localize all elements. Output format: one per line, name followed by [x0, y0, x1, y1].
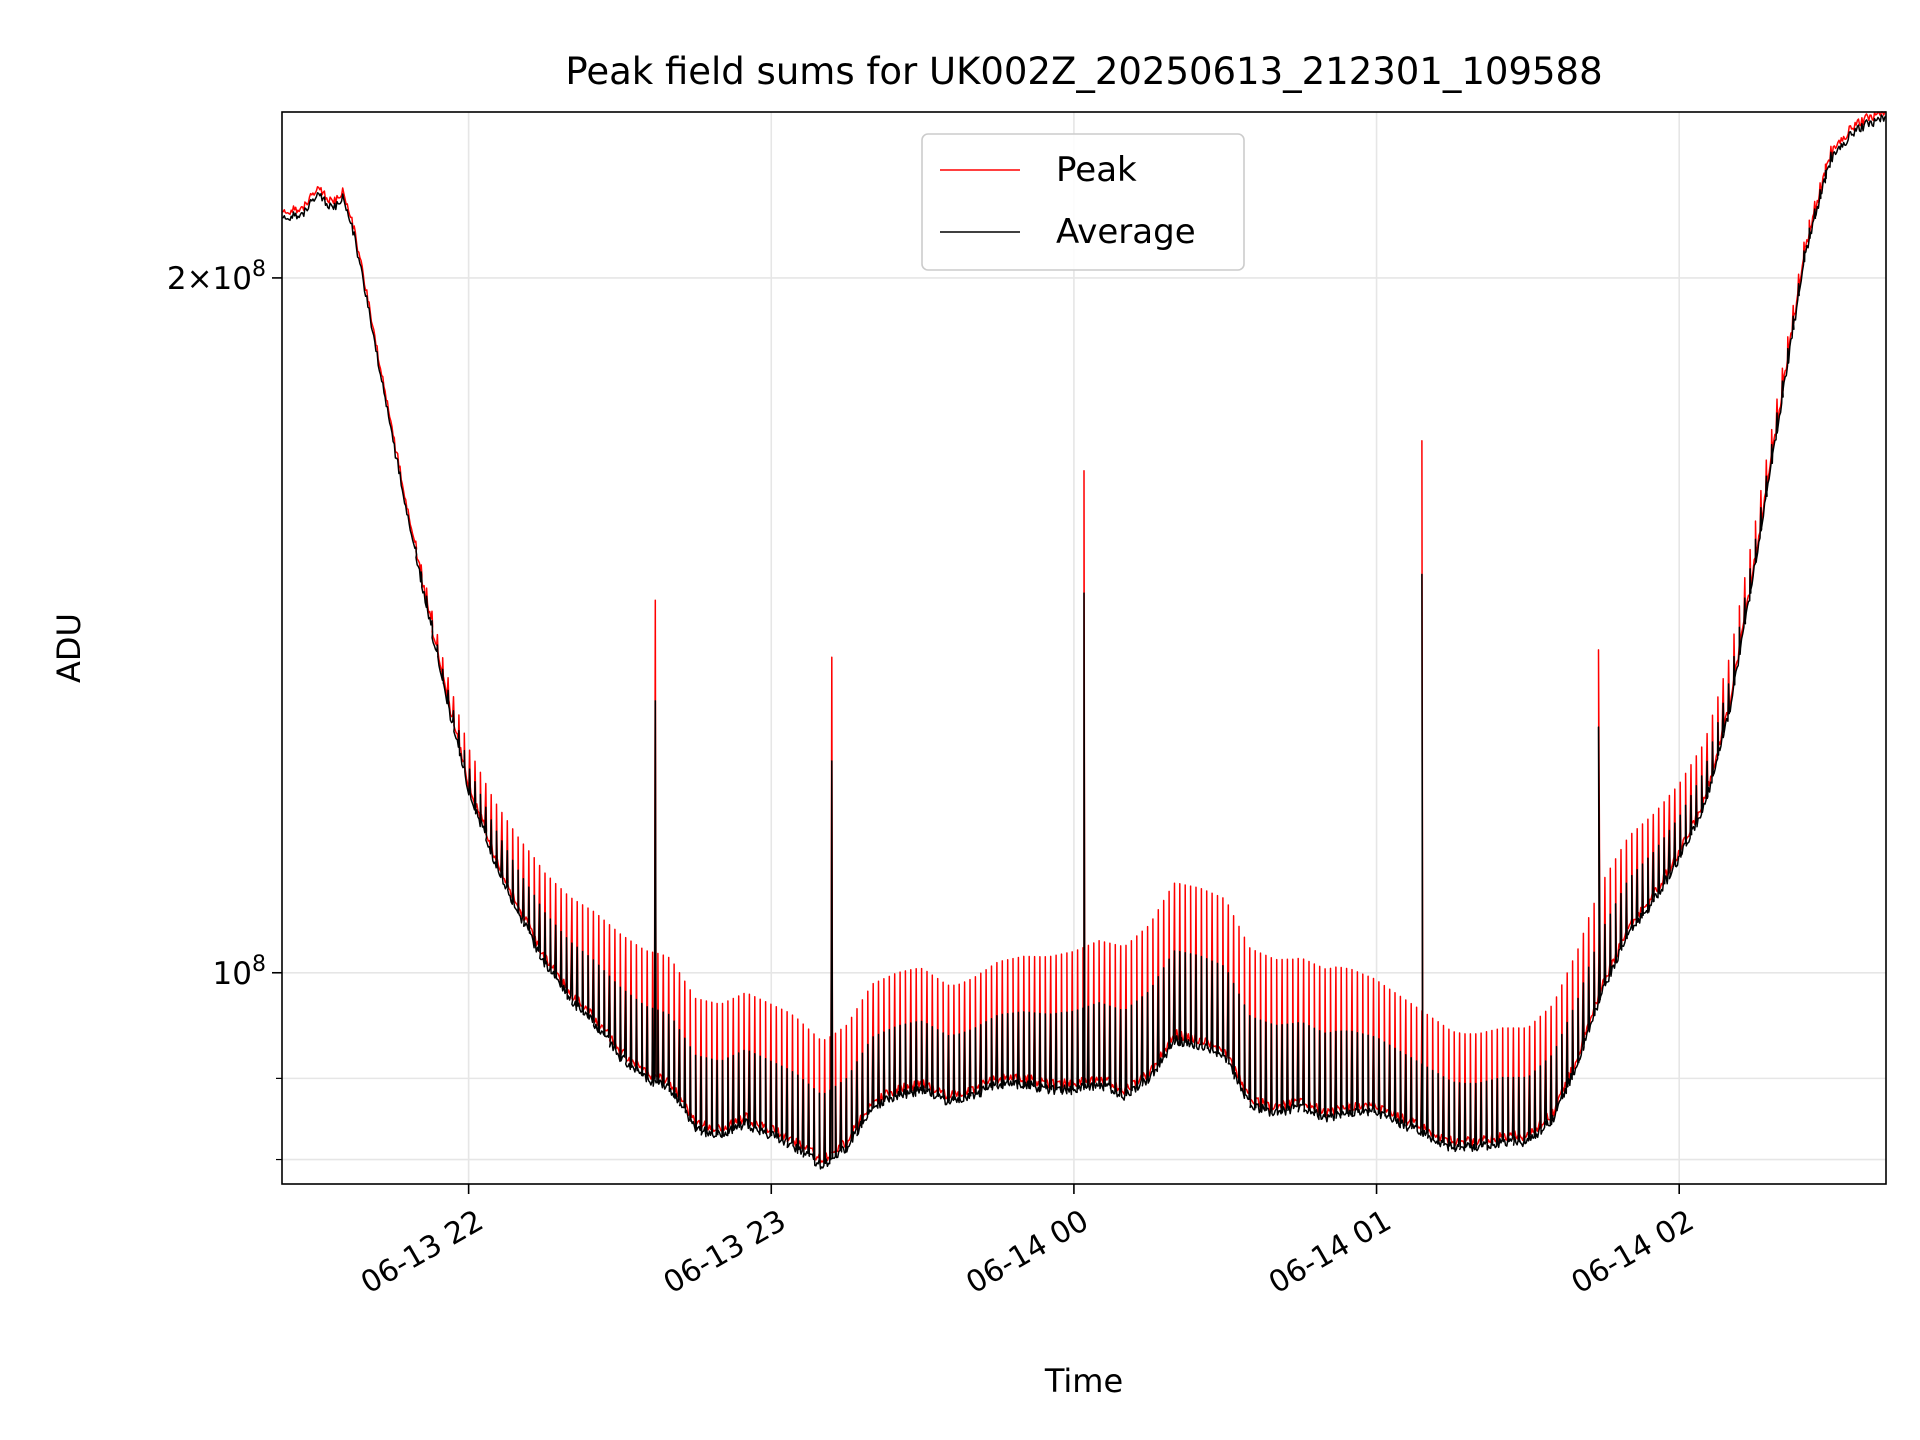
plot-frame: [281, 111, 1887, 1185]
y-tick-coef: 2: [167, 261, 187, 297]
y-tick-base: 10: [213, 261, 252, 297]
y-tick-exponent: 8: [252, 952, 266, 977]
x-tick-label: 06-13 22: [355, 1203, 489, 1301]
legend-label-average: Average: [1056, 212, 1196, 252]
legend-box: [921, 133, 1245, 271]
y-tick-base: 10: [213, 956, 252, 992]
legend: Peak Average: [921, 133, 1245, 271]
series-layer: [281, 111, 1887, 1170]
y-tick-label: 2×108: [167, 257, 266, 297]
y-tick-label: 108: [213, 952, 266, 992]
y-axis-label: ADU: [50, 613, 88, 683]
y-tick-times: ×: [187, 261, 213, 297]
legend-label-peak: Peak: [1056, 150, 1137, 190]
x-tick-label: 06-14 02: [1566, 1203, 1700, 1301]
y-tick-exponent: 8: [252, 257, 266, 282]
x-tick-label: 06-14 00: [960, 1203, 1094, 1301]
series-line-average: [281, 114, 1887, 1170]
x-axis-label: Time: [1044, 1362, 1123, 1400]
chart-title: Peak field sums for UK002Z_20250613_2123…: [565, 50, 1602, 93]
x-tick-label: 06-14 01: [1263, 1203, 1397, 1301]
x-tick-label: 06-13 23: [658, 1203, 792, 1301]
